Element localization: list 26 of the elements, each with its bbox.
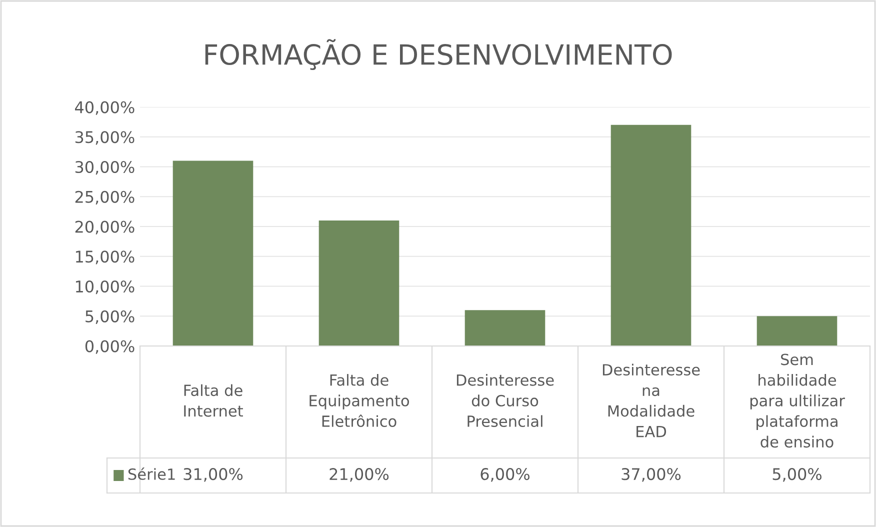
bar	[610, 124, 692, 346]
legend-label: Série1	[128, 467, 175, 480]
x-tick-label: Falta de Equipamento Eletrônico	[310, 374, 409, 428]
y-tick-label: 25,00%	[75, 190, 134, 205]
x-tick-label: Falta de Internet	[184, 384, 243, 417]
y-tick-label: 10,00%	[76, 280, 134, 294]
x-tick-label: Sem habilidade para ultilizar plataforma de ensino	[750, 354, 845, 448]
y-tick-label: 30,00%	[75, 160, 134, 175]
y-tick-label: 0,00%	[85, 340, 134, 354]
y-tick-label: 40,00%	[75, 101, 134, 115]
y-tick-label: 35,00%	[75, 131, 134, 145]
y-tick-label: 20,00%	[75, 220, 134, 234]
bar	[318, 220, 400, 346]
data-label: 31,00%	[184, 468, 243, 482]
x-tick-label: Desinteresse na Modalidade EAD	[602, 364, 700, 438]
data-label: 37,00%	[622, 468, 681, 482]
x-tick-label: Desinteresse do Curso Presencial	[456, 374, 554, 428]
data-label: 5,00%	[772, 468, 822, 482]
data-label: 6,00%	[480, 468, 530, 482]
bar	[464, 310, 546, 346]
bar	[756, 316, 838, 346]
data-label: 21,00%	[330, 468, 389, 482]
bar	[172, 160, 254, 346]
chart-title: FORMAÇÃO E DESENVOLVIMENTO	[205, 39, 672, 70]
y-tick-label: 15,00%	[76, 250, 134, 264]
y-tick-label: 5,00%	[86, 310, 134, 324]
